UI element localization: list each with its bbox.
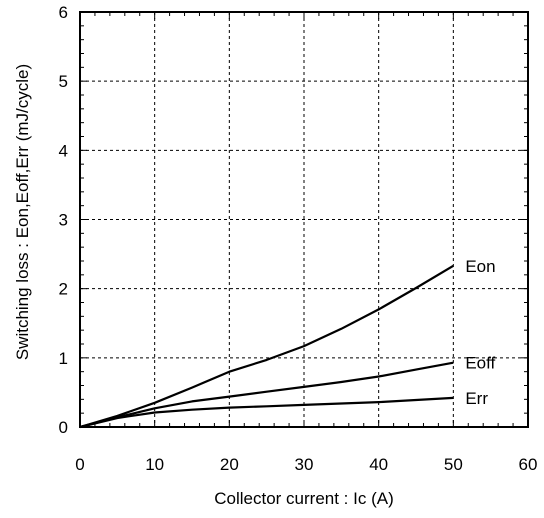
x-tick-label: 20 bbox=[220, 455, 239, 474]
x-axis-label: Collector current : Ic (A) bbox=[214, 489, 394, 508]
series-label-eon: Eon bbox=[465, 257, 495, 276]
y-tick-label: 2 bbox=[59, 280, 68, 299]
x-tick-label: 10 bbox=[145, 455, 164, 474]
x-tick-label: 0 bbox=[75, 455, 84, 474]
x-tick-label: 50 bbox=[444, 455, 463, 474]
x-tick-label: 60 bbox=[519, 455, 538, 474]
y-tick-label: 1 bbox=[59, 349, 68, 368]
grid-layer bbox=[80, 12, 528, 427]
series-labels: Eon Eoff Err bbox=[465, 257, 495, 408]
x-tick-labels: 0 10 20 30 40 50 60 bbox=[75, 455, 537, 474]
series-label-eoff: Eoff bbox=[465, 354, 495, 373]
y-tick-label: 5 bbox=[59, 72, 68, 91]
x-tick-label: 30 bbox=[295, 455, 314, 474]
plot-frame bbox=[79, 11, 529, 428]
y-tick-label: 4 bbox=[59, 141, 68, 160]
y-tick-label: 3 bbox=[59, 211, 68, 230]
y-axis-label: Switching loss : Eon,Eoff,Err (mJ/cycle) bbox=[13, 64, 32, 360]
x-tick-label: 40 bbox=[369, 455, 388, 474]
series-layer bbox=[79, 264, 454, 429]
series-line-err bbox=[79, 396, 454, 429]
y-tick-label: 0 bbox=[59, 418, 68, 437]
series-line-eoff bbox=[79, 361, 454, 429]
series-label-err: Err bbox=[465, 389, 488, 408]
y-tick-labels: 0 1 2 3 4 5 6 bbox=[59, 3, 68, 437]
y-tick-label: 6 bbox=[59, 3, 68, 22]
series-line-eon bbox=[79, 264, 454, 429]
